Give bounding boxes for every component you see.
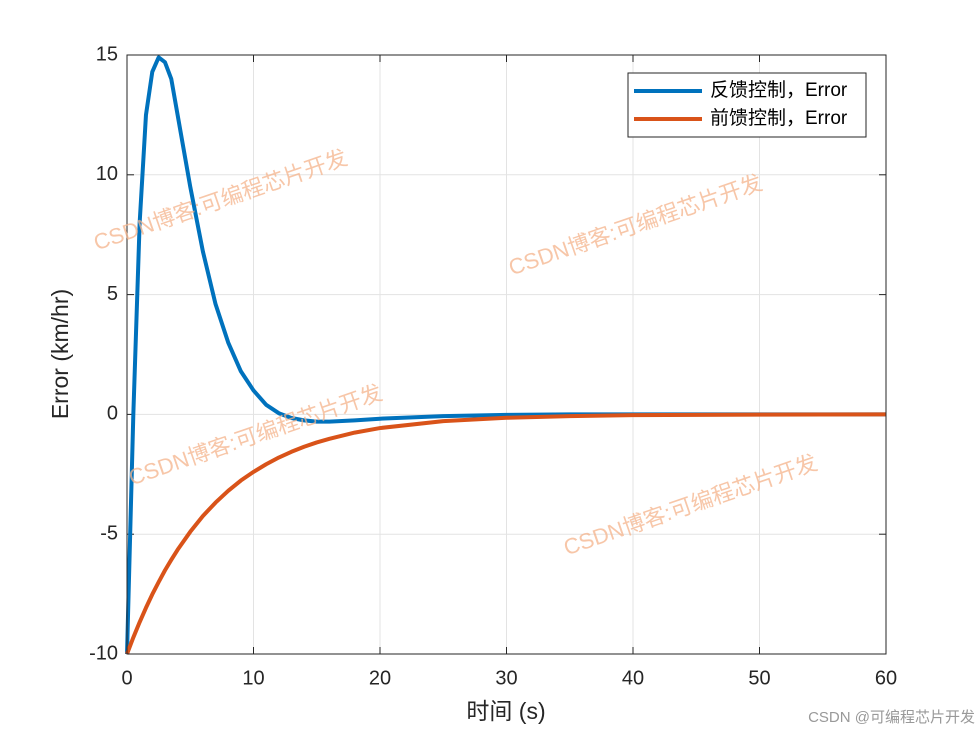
- legend-label: 前馈控制，Error: [710, 107, 848, 129]
- y-tick-label: -10: [89, 642, 118, 664]
- y-tick-label: -5: [100, 522, 118, 544]
- x-tick-label: 60: [875, 667, 897, 689]
- series-line: [125, 412, 887, 655]
- legend-label: 反馈控制，Error: [710, 79, 848, 101]
- y-tick-label: 10: [96, 163, 118, 185]
- axes-box: [126, 54, 887, 655]
- x-tick-label: 20: [369, 667, 391, 689]
- x-tick-label: 0: [121, 667, 132, 689]
- y-tick-label: 5: [107, 283, 118, 305]
- series-line: [125, 55, 886, 655]
- x-tick-label: 30: [495, 667, 517, 689]
- legend-box: [627, 72, 867, 138]
- x-tick-label: 40: [622, 667, 644, 689]
- x-tick-label: 10: [242, 667, 264, 689]
- y-tick-label: 15: [96, 43, 118, 65]
- x-axis-label: 时间 (s): [466, 698, 545, 724]
- y-tick-label: 0: [107, 403, 118, 425]
- x-tick-label: 50: [748, 667, 770, 689]
- footer: CSDN @可编程芯片开发: [808, 709, 975, 726]
- y-axis-label: Error (km/hr): [47, 289, 73, 419]
